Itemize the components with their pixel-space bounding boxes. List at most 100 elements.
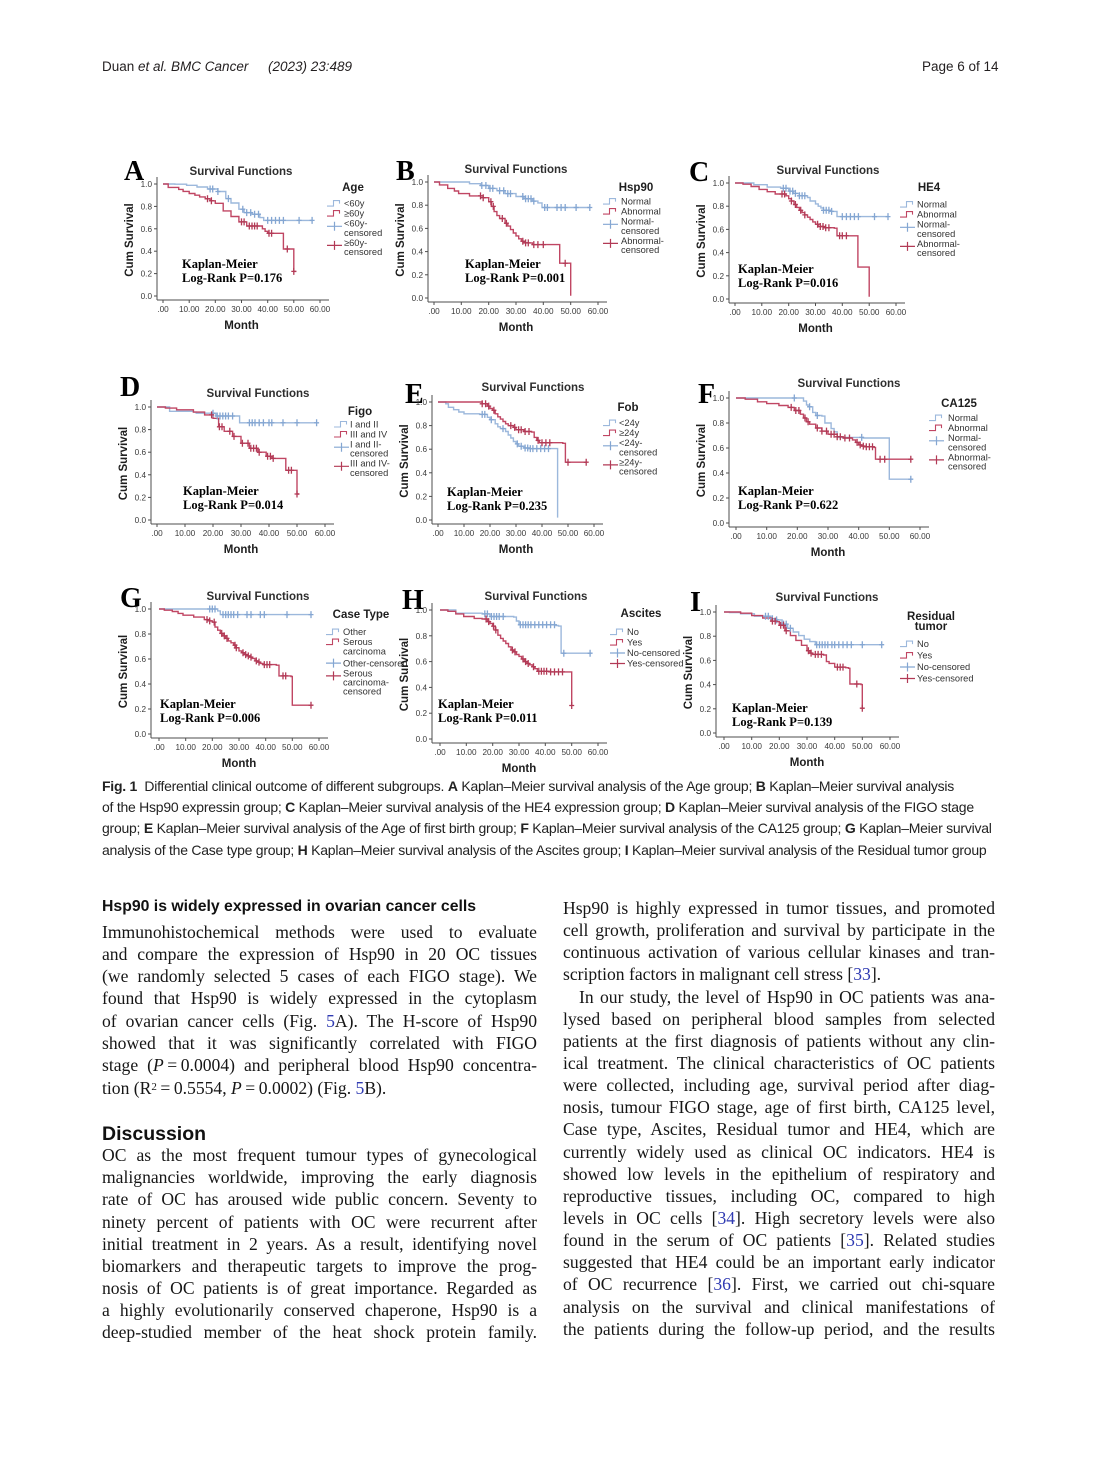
svg-text:10.00: 10.00 (179, 305, 200, 314)
svg-text:20.00: 20.00 (482, 748, 503, 757)
svg-text:Cum Survival: Cum Survival (399, 638, 411, 712)
svg-text:1.0: 1.0 (700, 608, 712, 617)
svg-text:Survival Functions: Survival Functions (207, 591, 310, 603)
svg-text:0.8: 0.8 (700, 632, 712, 641)
svg-text:40.00: 40.00 (255, 743, 276, 752)
svg-text:No: No (627, 627, 639, 637)
svg-text:10.00: 10.00 (175, 529, 196, 538)
svg-text:1.0: 1.0 (135, 605, 147, 614)
svg-text:Case Type: Case Type (333, 609, 390, 621)
svg-text:Normal-: Normal- (917, 220, 950, 230)
svg-text:.00: .00 (729, 308, 741, 317)
svg-text:20.00: 20.00 (203, 529, 224, 538)
svg-text:Yes: Yes (627, 638, 643, 648)
svg-text:10.00: 10.00 (756, 532, 777, 541)
svg-text:censored: censored (621, 245, 659, 255)
svg-text:Fob: Fob (617, 402, 638, 414)
svg-text:0.0: 0.0 (135, 516, 147, 525)
svg-text:30.00: 30.00 (506, 307, 527, 316)
svg-text:Abnormal-: Abnormal- (621, 236, 664, 246)
svg-text:<24y-: <24y- (619, 438, 643, 448)
svg-text:0.6: 0.6 (135, 448, 147, 457)
svg-text:Survival Functions: Survival Functions (777, 165, 880, 177)
svg-text:60.00: 60.00 (310, 305, 331, 314)
svg-text:0.2: 0.2 (135, 493, 147, 502)
svg-text:Hsp90: Hsp90 (619, 182, 654, 194)
svg-text:censored: censored (619, 447, 657, 457)
svg-text:10.00: 10.00 (741, 742, 762, 751)
svg-text:.00: .00 (432, 529, 444, 538)
svg-text:Ascites: Ascites (621, 608, 662, 620)
svg-text:30.00: 30.00 (797, 742, 818, 751)
svg-text:40.00: 40.00 (824, 742, 845, 751)
svg-text:Normal: Normal (917, 200, 947, 210)
svg-text:Normal-: Normal- (621, 217, 654, 227)
svg-text:40.00: 40.00 (257, 305, 278, 314)
svg-text:Month: Month (790, 757, 824, 769)
svg-text:50.00: 50.00 (284, 305, 305, 314)
svg-text:0.8: 0.8 (412, 201, 424, 210)
svg-text:Log-Rank P=0.006: Log-Rank P=0.006 (160, 711, 260, 725)
svg-text:censored: censored (344, 228, 382, 238)
svg-text:30.00: 30.00 (231, 305, 252, 314)
svg-text:censored: censored (917, 248, 955, 258)
svg-text:censored: censored (619, 466, 657, 476)
svg-text:40.00: 40.00 (535, 748, 556, 757)
svg-text:censored: censored (917, 229, 955, 239)
svg-text:Abnormal: Abnormal (948, 423, 988, 433)
svg-text:0.8: 0.8 (416, 632, 428, 641)
svg-text:Month: Month (499, 544, 533, 556)
svg-text:0.8: 0.8 (135, 426, 147, 435)
svg-text:D: D (120, 372, 140, 403)
svg-text:Cum Survival: Cum Survival (696, 204, 708, 278)
svg-text:F: F (698, 379, 715, 410)
svg-text:I: I (690, 587, 701, 618)
svg-text:10.00: 10.00 (752, 308, 773, 317)
svg-text:50.00: 50.00 (879, 532, 900, 541)
svg-text:.00: .00 (151, 529, 163, 538)
svg-text:No: No (917, 639, 929, 649)
svg-text:Kaplan-Meier: Kaplan-Meier (738, 262, 814, 276)
svg-text:0.0: 0.0 (416, 516, 428, 525)
svg-text:Yes-censored: Yes-censored (627, 659, 684, 669)
svg-text:1.0: 1.0 (141, 180, 153, 189)
svg-text:0.6: 0.6 (700, 656, 712, 665)
svg-text:60.00: 60.00 (315, 529, 336, 538)
svg-text:10.00: 10.00 (456, 748, 477, 757)
svg-text:G: G (120, 583, 142, 614)
svg-text:60.00: 60.00 (588, 307, 609, 316)
svg-text:.00: .00 (157, 305, 169, 314)
svg-text:Abnormal-: Abnormal- (948, 452, 991, 462)
svg-text:.00: .00 (730, 532, 742, 541)
svg-text:20.00: 20.00 (769, 742, 790, 751)
svg-text:0.0: 0.0 (135, 730, 147, 739)
svg-text:0.6: 0.6 (141, 225, 153, 234)
svg-text:I and II: I and II (350, 420, 378, 430)
svg-text:.00: .00 (718, 742, 730, 751)
svg-text:censored: censored (350, 449, 388, 459)
svg-text:Abnormal: Abnormal (621, 207, 661, 217)
svg-text:censored: censored (621, 226, 659, 236)
svg-text:≥60y-: ≥60y- (344, 238, 367, 248)
svg-text:0.6: 0.6 (416, 658, 428, 667)
svg-text:No-censored: No-censored (917, 662, 970, 672)
svg-text:30.00: 30.00 (231, 529, 252, 538)
svg-text:50.00: 50.00 (859, 308, 880, 317)
svg-text:Other: Other (343, 627, 366, 637)
svg-text:0.4: 0.4 (713, 249, 725, 258)
svg-text:0.2: 0.2 (135, 705, 147, 714)
svg-text:60.00: 60.00 (584, 529, 605, 538)
svg-text:Log-Rank P=0.235: Log-Rank P=0.235 (447, 499, 547, 513)
svg-text:50.00: 50.00 (852, 742, 873, 751)
svg-text:1.0: 1.0 (713, 179, 725, 188)
svg-text:60.00: 60.00 (886, 308, 907, 317)
svg-text:HE4: HE4 (918, 182, 941, 194)
svg-text:0.4: 0.4 (141, 247, 153, 256)
svg-text:0.8: 0.8 (713, 202, 725, 211)
svg-text:60.00: 60.00 (588, 748, 609, 757)
svg-text:10.00: 10.00 (175, 743, 196, 752)
svg-text:20.00: 20.00 (478, 307, 499, 316)
svg-text:60.00: 60.00 (880, 742, 901, 751)
svg-text:Log-Rank P=0.011: Log-Rank P=0.011 (438, 711, 538, 725)
svg-text:Cum Survival: Cum Survival (395, 203, 407, 277)
